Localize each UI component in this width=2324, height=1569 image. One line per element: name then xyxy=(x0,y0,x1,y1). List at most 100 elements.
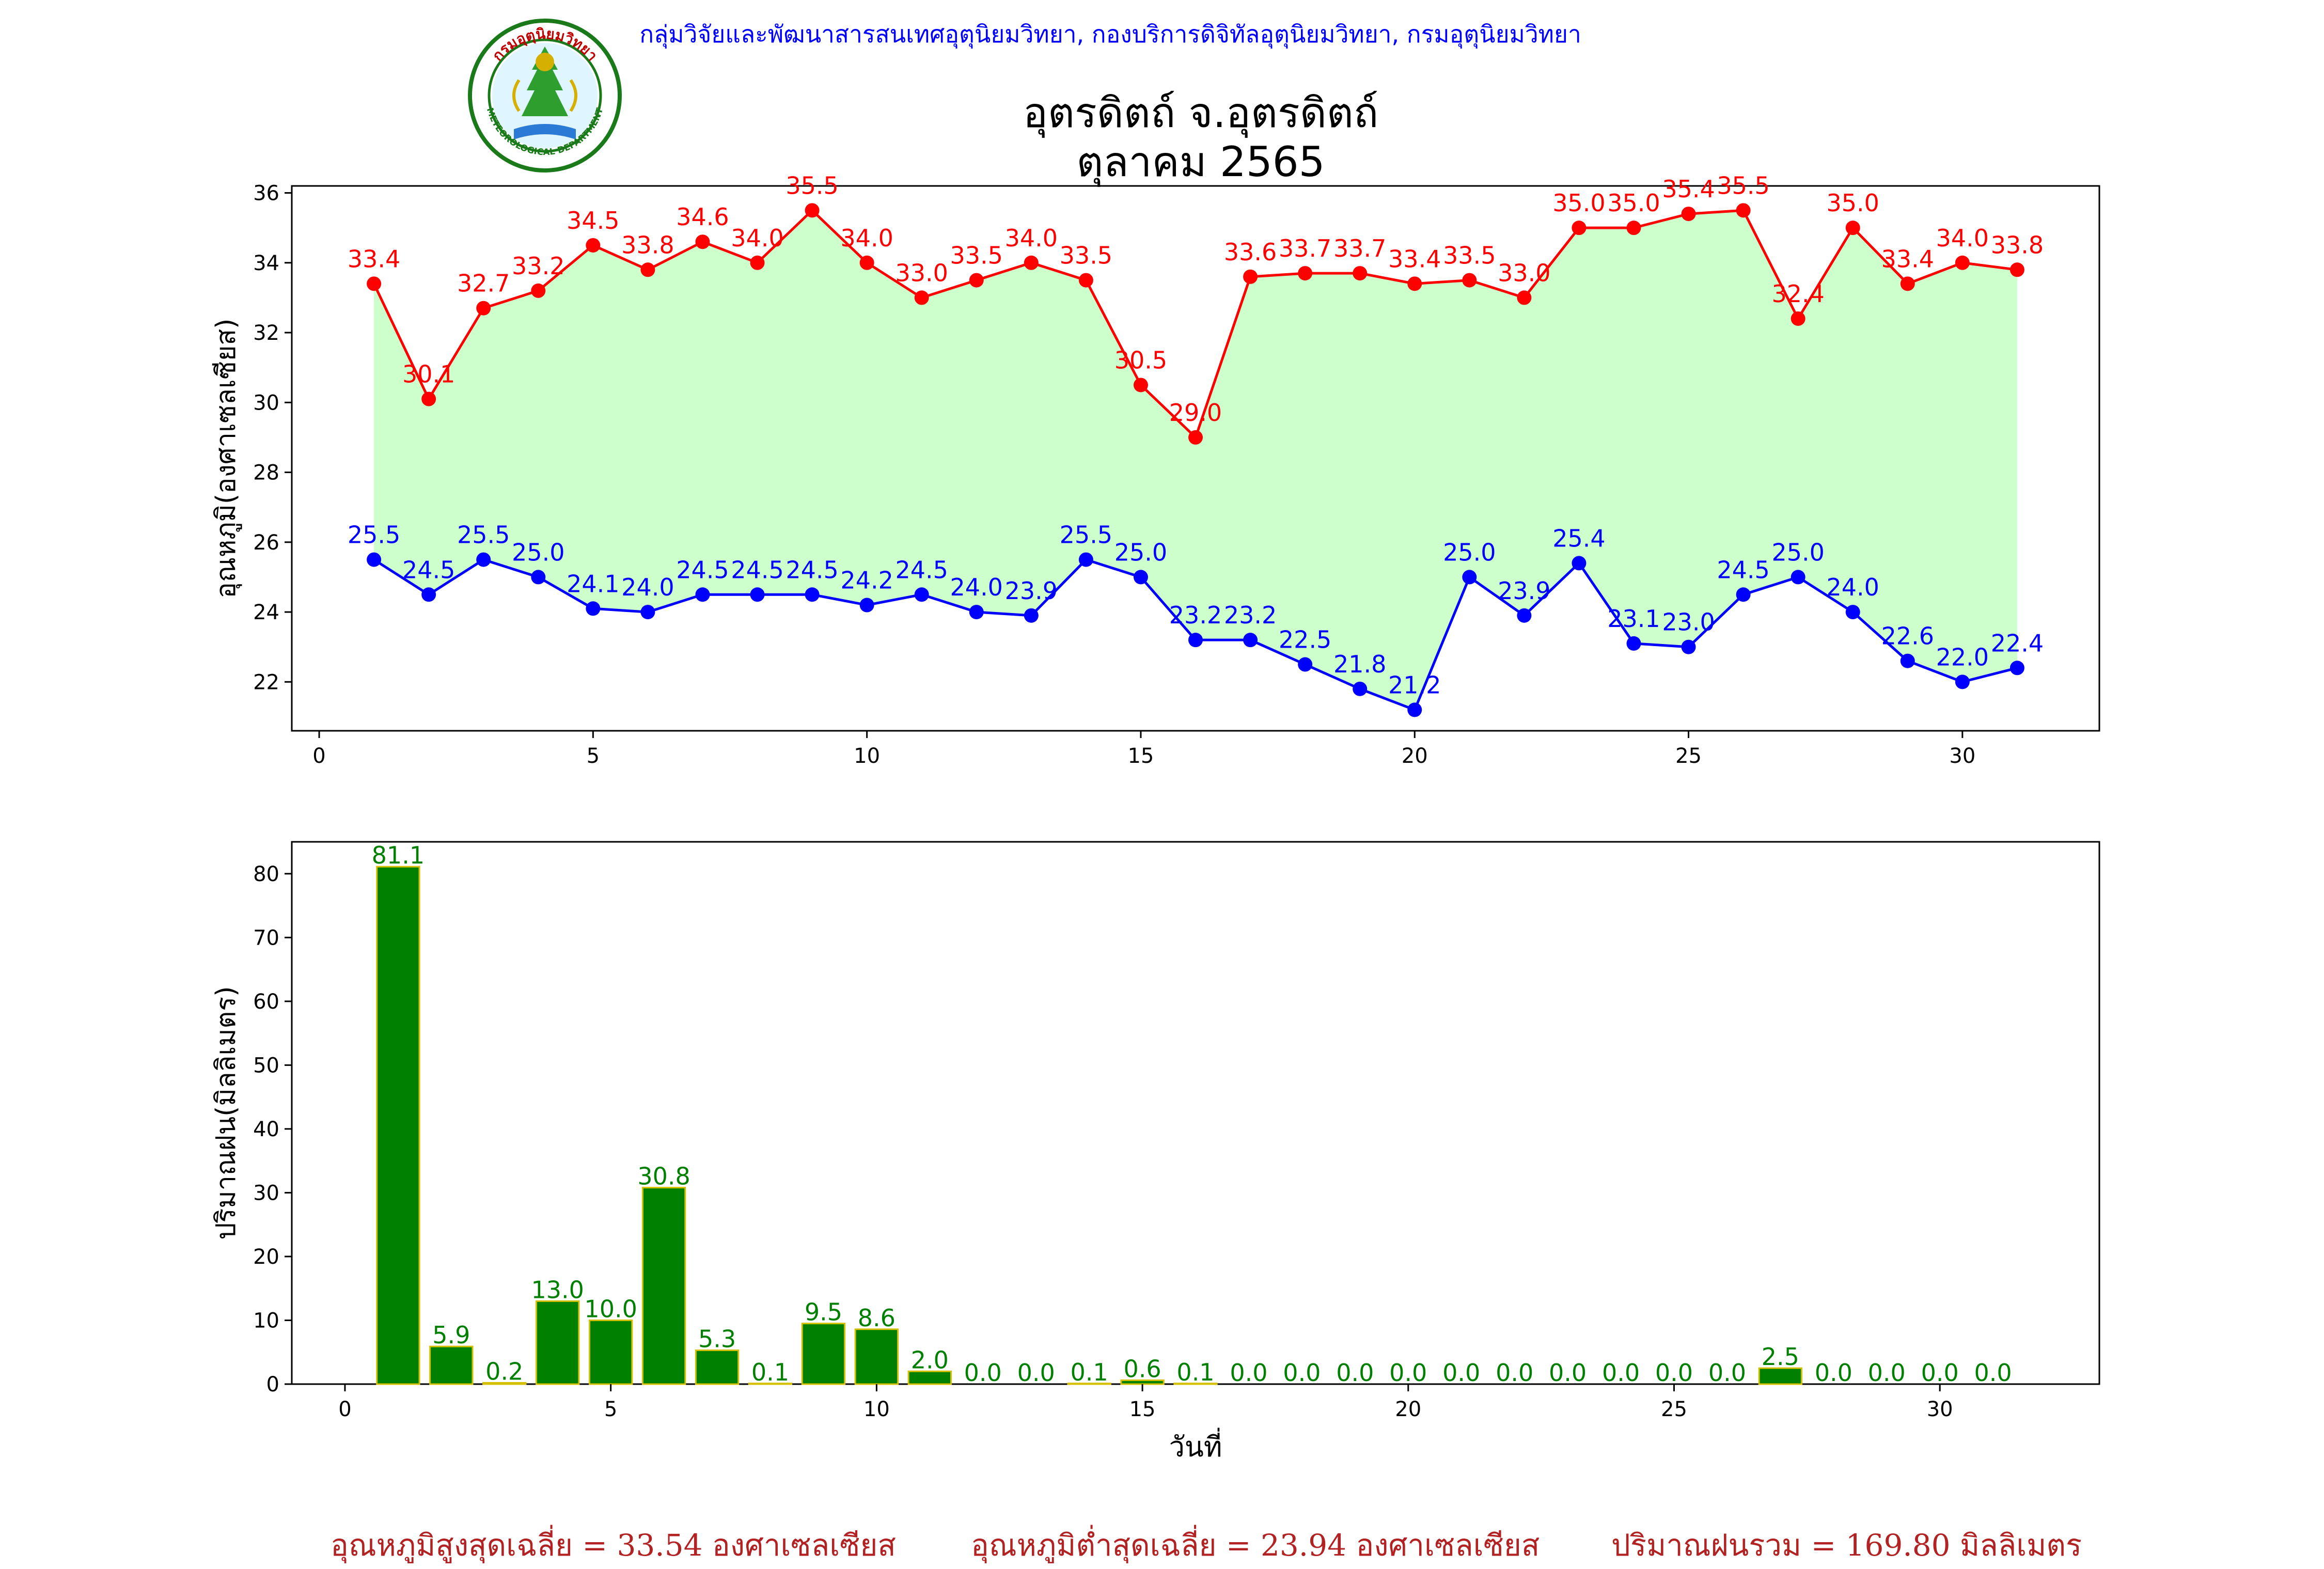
y-tick-label: 80 xyxy=(253,862,279,886)
rainfall-value-label: 0.0 xyxy=(964,1359,1002,1387)
rainfall-x-axis-label: วันที่ xyxy=(1169,1427,1222,1463)
rainfall-value-label: 0.1 xyxy=(751,1358,789,1386)
temperature-max-point xyxy=(1517,290,1532,305)
rainfall-value-label: 0.1 xyxy=(1176,1358,1214,1386)
temperature-max-value-label: 35.4 xyxy=(1662,176,1715,203)
temperature-min-point xyxy=(1572,556,1587,571)
temperature-min-value-label: 25.0 xyxy=(1114,538,1167,566)
temperature-max-value-label: 33.4 xyxy=(1388,245,1441,273)
temperature-max-point xyxy=(969,273,984,288)
temperature-max-value-label: 33.7 xyxy=(1279,234,1331,262)
temperature-max-point xyxy=(1900,276,1915,291)
temperature-min-value-label: 25.0 xyxy=(512,538,564,566)
temperature-max-point xyxy=(586,238,601,253)
temperature-min-value-label: 25.5 xyxy=(457,521,510,549)
temperature-max-point xyxy=(1188,430,1203,445)
temperature-max-point xyxy=(1298,266,1313,281)
temperature-min-point xyxy=(640,605,655,620)
temperature-min-point xyxy=(531,570,546,585)
temperature-max-point xyxy=(695,234,710,249)
temperature-max-point xyxy=(1791,311,1805,326)
x-tick-label: 20 xyxy=(1395,1398,1421,1421)
temperature-min-point xyxy=(1078,552,1093,567)
rainfall-bar xyxy=(801,1323,846,1385)
rainfall-value-label: 10.0 xyxy=(584,1295,637,1323)
temperature-min-value-label: 23.0 xyxy=(1662,608,1715,636)
temperature-max-point xyxy=(1243,269,1258,284)
temperature-max-value-label: 30.5 xyxy=(1114,346,1167,374)
x-tick-label: 5 xyxy=(587,744,600,768)
x-tick-label: 30 xyxy=(1927,1398,1953,1421)
temperature-max-point xyxy=(1078,273,1093,288)
temperature-max-point xyxy=(531,283,546,298)
temperature-max-point xyxy=(1681,207,1696,222)
temperature-min-point xyxy=(1024,608,1039,623)
temperature-max-point xyxy=(1736,203,1751,218)
temperature-min-value-label: 24.5 xyxy=(1717,556,1769,584)
temperature-max-value-label: 33.4 xyxy=(1881,245,1934,273)
x-tick-label: 15 xyxy=(1127,744,1154,768)
y-tick-label: 26 xyxy=(253,531,279,555)
temperature-min-point xyxy=(1188,633,1203,648)
temperature-max-value-label: 33.5 xyxy=(1443,242,1496,270)
temperature-min-point xyxy=(476,552,491,567)
rainfall-value-label: 0.0 xyxy=(1549,1359,1587,1387)
temperature-max-point xyxy=(805,203,820,218)
rainfall-value-label: 8.6 xyxy=(858,1304,896,1332)
summary-avg-min-temperature: อุณหภูมิต่ำสุดเฉลี่ย = 23.94 องศาเซลเซีย… xyxy=(971,1528,1540,1563)
temperature-max-value-label: 34.5 xyxy=(567,207,619,234)
temperature-max-point xyxy=(750,255,765,270)
temperature-range-fill xyxy=(374,210,2017,710)
temperature-max-point xyxy=(640,262,655,277)
rainfall-bar xyxy=(536,1300,580,1385)
temperature-min-value-label: 24.5 xyxy=(676,556,729,584)
rainfall-value-label: 0.0 xyxy=(1815,1359,1852,1387)
temperature-min-point xyxy=(969,605,984,620)
temperature-max-point xyxy=(2009,262,2024,277)
temperature-max-point xyxy=(1462,273,1477,288)
y-tick-label: 20 xyxy=(253,1245,279,1269)
temperature-min-value-label: 24.5 xyxy=(731,556,783,584)
temperature-max-value-label: 35.0 xyxy=(1552,189,1605,217)
temperature-min-point xyxy=(421,587,436,602)
temperature-max-point xyxy=(1845,221,1860,236)
temperature-max-value-label: 33.6 xyxy=(1224,238,1277,266)
temperature-min-value-label: 24.0 xyxy=(621,573,674,601)
rainfall-value-label: 0.0 xyxy=(1602,1359,1640,1387)
temperature-min-point xyxy=(1900,653,1915,668)
x-tick-label: 30 xyxy=(1949,744,1975,768)
rainfall-value-label: 0.6 xyxy=(1123,1355,1161,1383)
temperature-min-value-label: 25.4 xyxy=(1552,524,1605,552)
temperature-min-value-label: 24.2 xyxy=(840,567,893,594)
temperature-max-value-label: 33.8 xyxy=(621,231,674,259)
x-tick-label: 25 xyxy=(1661,1398,1687,1421)
temperature-max-value-label: 34.0 xyxy=(840,224,893,252)
summary-avg-max-temperature: อุณหภูมิสูงสุดเฉลี่ย = 33.54 องศาเซลเซีย… xyxy=(331,1528,896,1563)
rainfall-value-label: 0.2 xyxy=(485,1358,523,1386)
temperature-min-point xyxy=(586,601,601,616)
rainfall-bar xyxy=(695,1350,740,1385)
header-credit: กลุ่มวิจัยและพัฒนาสารสนเทศอุตุนิยมวิทยา,… xyxy=(639,20,1581,48)
rainfall-value-label: 5.9 xyxy=(432,1321,470,1349)
rainfall-value-label: 0.0 xyxy=(1921,1359,1959,1387)
rainfall-value-label: 2.0 xyxy=(911,1346,949,1374)
temperature-min-value-label: 23.9 xyxy=(1005,577,1058,605)
temperature-min-point xyxy=(1243,633,1258,648)
rainfall-bar xyxy=(588,1319,633,1385)
temperature-chart: 0 5 10 15 20 25 30 22 24 26 28 30 32 34 36 อุณหภูมิ(องศ… xyxy=(211,176,2100,768)
y-tick-label: 36 xyxy=(253,182,279,206)
temperature-min-value-label: 21.2 xyxy=(1388,671,1441,699)
temperature-min-value-label: 21.8 xyxy=(1333,650,1386,678)
temperature-max-point xyxy=(1955,255,1970,270)
y-tick-label: 28 xyxy=(253,461,279,485)
temperature-min-point xyxy=(750,587,765,602)
temperature-min-point xyxy=(1845,605,1860,620)
temperature-min-value-label: 23.2 xyxy=(1224,601,1277,629)
temperature-max-value-label: 34.6 xyxy=(676,203,729,231)
x-tick-label: 20 xyxy=(1402,744,1428,768)
temperature-min-point xyxy=(1626,636,1641,651)
chart-title-station: อุตรดิตถ์ จ.อุตรดิตถ์ xyxy=(1023,89,1379,137)
temperature-min-point xyxy=(805,587,820,602)
rainfall-value-label: 0.0 xyxy=(1708,1359,1746,1387)
temperature-min-value-label: 24.0 xyxy=(950,573,1003,601)
